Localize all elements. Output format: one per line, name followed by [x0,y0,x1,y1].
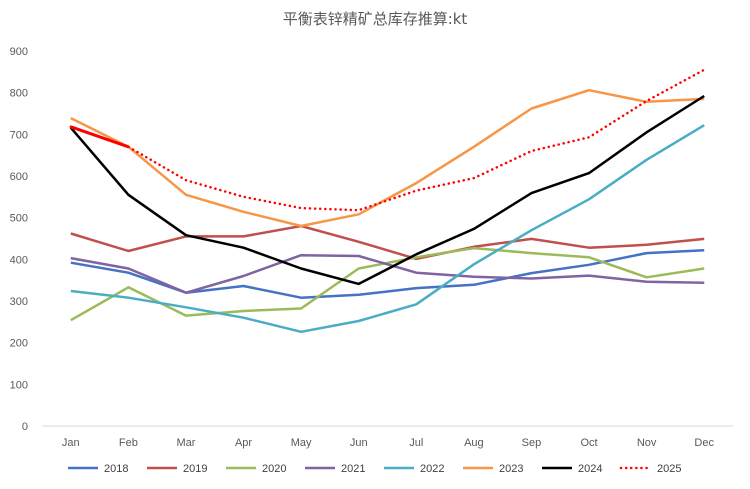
y-tick-label: 800 [10,88,28,100]
x-tick-label: Aug [464,437,484,449]
series-line-2021 [70,253,705,294]
legend-label: 2024 [578,463,602,475]
legend-item-2025: 2025 [619,463,681,475]
legend-label: 2025 [657,463,681,475]
legend-label: 2019 [183,463,207,475]
y-axis-ticks: 0 100 200 300 400 500 600 700 800 900 [10,46,28,433]
x-tick-label: Oct [580,437,597,449]
x-tick-label: Jan [62,437,80,449]
x-tick-label: Jul [409,437,423,449]
x-tick-label: Jun [350,437,368,449]
legend-label: 2021 [341,463,365,475]
legend-item-2024: 2024 [542,463,602,475]
y-tick-label: 300 [10,296,28,308]
series-line-2022 [70,124,705,334]
legend-label: 2018 [104,463,128,475]
legend: 2018 2019 2020 2021 2022 2023 2024 2025 [68,463,681,475]
legend-item-2023: 2023 [463,463,523,475]
legend-item-2018: 2018 [68,463,128,475]
legend-label: 2022 [420,463,444,475]
x-tick-label: Mar [176,437,195,449]
series-line-2018 [70,248,705,299]
series-line-2020 [70,246,705,322]
y-tick-label: 700 [10,129,28,141]
legend-item-2020: 2020 [226,463,286,475]
chart-title: 平衡表锌精矿总库存推算:kt [283,10,468,28]
x-axis-ticks: Jan Feb Mar Apr May Jun Jul Aug Sep Oct Nov Dec [62,437,715,449]
legend-item-2021: 2021 [305,463,365,475]
y-tick-label: 400 [10,254,28,266]
x-tick-label: Nov [637,437,657,449]
y-tick-label: 200 [10,338,28,350]
legend-item-2019: 2019 [147,463,207,475]
x-tick-label: Sep [522,437,542,449]
series-line-2023 [70,88,705,228]
series-lines [69,68,706,334]
series-line-2025-actual [70,125,129,149]
y-tick-label: 900 [10,46,28,58]
series-line-2025 [69,68,706,212]
y-tick-label: 100 [10,379,28,391]
y-tick-label: 500 [10,213,28,225]
x-tick-label: Apr [235,437,252,449]
series-line-2024 [69,94,705,286]
legend-label: 2020 [262,463,286,475]
x-tick-label: Dec [694,437,714,449]
y-tick-label: 0 [22,421,28,433]
y-tick-label: 600 [10,171,28,183]
legend-label: 2023 [499,463,523,475]
series-line-2019 [70,224,705,261]
legend-item-2022: 2022 [384,463,444,475]
x-tick-label: Feb [119,437,138,449]
x-tick-label: May [291,437,312,449]
